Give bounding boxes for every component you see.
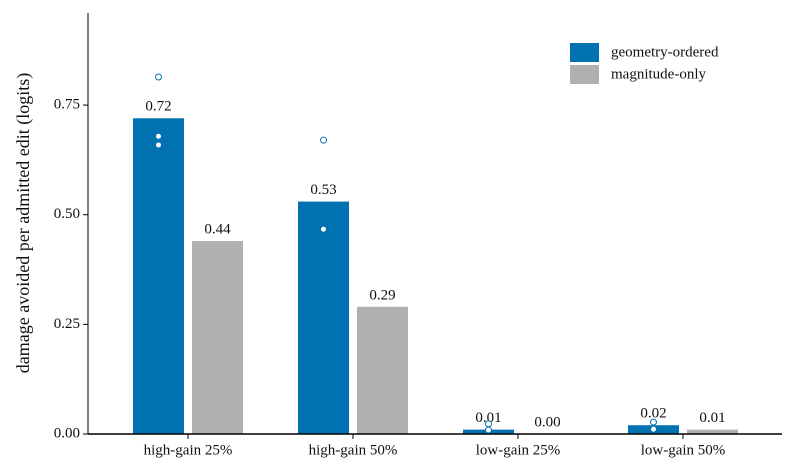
bar: [357, 306, 408, 434]
value-label: 0.02: [640, 406, 666, 422]
x-tick-label: high-gain 50%: [309, 442, 398, 458]
bar: [298, 201, 349, 434]
value-label: 0.00: [534, 414, 560, 430]
seed-point: [320, 136, 327, 144]
seed-point: [650, 418, 657, 426]
value-label: 0.53: [310, 182, 336, 198]
y-tick-label: 0.25: [54, 316, 80, 332]
seed-point: [320, 225, 327, 233]
seed-point: [155, 73, 162, 81]
legend-swatch: [570, 43, 599, 62]
legend-swatch: [570, 65, 599, 84]
value-label: 0.01: [475, 410, 501, 426]
seed-point: [485, 426, 492, 434]
y-tick-label: 0.50: [54, 206, 80, 222]
legend-label: magnitude-only: [611, 66, 706, 82]
x-tick-label: low-gain 25%: [476, 442, 561, 458]
y-tick-label: 0.00: [54, 425, 80, 441]
seed-point: [650, 425, 657, 433]
seed-point: [485, 420, 492, 428]
bar: [133, 118, 184, 434]
value-label: 0.29: [369, 287, 395, 303]
legend-label: geometry-ordered: [611, 44, 719, 60]
seed-point: [155, 141, 162, 149]
bar: [192, 241, 243, 434]
x-tick-label: high-gain 25%: [144, 442, 233, 458]
y-axis-label: damage avoided per admitted edit (logits…: [13, 73, 34, 373]
x-tick-label: low-gain 50%: [641, 442, 726, 458]
value-label: 0.44: [204, 221, 231, 237]
value-label: 0.01: [699, 410, 725, 426]
bar: [687, 429, 738, 434]
seed-point: [155, 132, 162, 140]
y-tick-label: 0.75: [54, 97, 80, 113]
value-label: 0.72: [145, 99, 171, 115]
